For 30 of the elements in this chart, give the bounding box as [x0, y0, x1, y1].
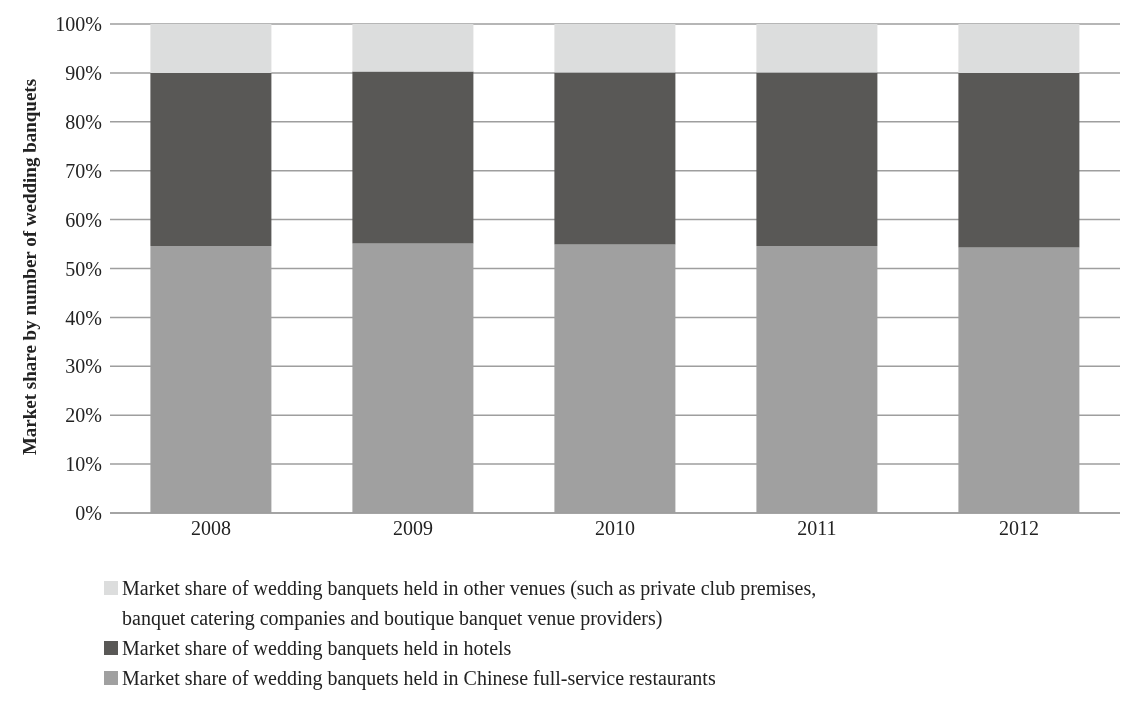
bar — [958, 24, 1080, 73]
y-tick-label: 70% — [65, 159, 102, 182]
legend-label: Market share of wedding banquets held in hotels — [122, 636, 512, 662]
x-tick-label: 2009 — [393, 517, 433, 540]
y-tick-label: 10% — [65, 453, 102, 476]
bar — [150, 72, 272, 247]
bar — [352, 71, 474, 244]
x-tick-label: 2012 — [999, 517, 1039, 540]
legend-label: Market share of wedding banquets held in Chinese full-service restaurants — [122, 666, 716, 692]
y-tick-label: 40% — [65, 306, 102, 329]
y-tick-label: 20% — [65, 404, 102, 427]
bar — [756, 72, 878, 247]
x-tick-label: 2011 — [797, 517, 837, 540]
y-tick-label: 80% — [65, 110, 102, 133]
x-tick-label: 2008 — [191, 517, 231, 540]
bar — [958, 72, 1080, 248]
y-tick-label: 60% — [65, 208, 102, 231]
y-tick-label: 30% — [65, 355, 102, 378]
y-tick-label: 100% — [55, 13, 102, 36]
bar — [352, 24, 474, 72]
y-tick-label: 0% — [75, 502, 102, 525]
x-tick-label: 2010 — [595, 517, 635, 540]
bar — [756, 24, 878, 73]
y-axis-title: Market share by number of wedding banquets — [19, 78, 41, 456]
legend-label: Market share of wedding banquets held in other venues (such as private club premises, banquet catering companies and boutique banquet venue providers) — [122, 576, 818, 632]
y-tick-label: 50% — [65, 257, 102, 280]
bar — [554, 72, 676, 245]
bar — [554, 24, 676, 73]
bar — [150, 24, 272, 73]
y-tick-label: 90% — [65, 62, 102, 84]
